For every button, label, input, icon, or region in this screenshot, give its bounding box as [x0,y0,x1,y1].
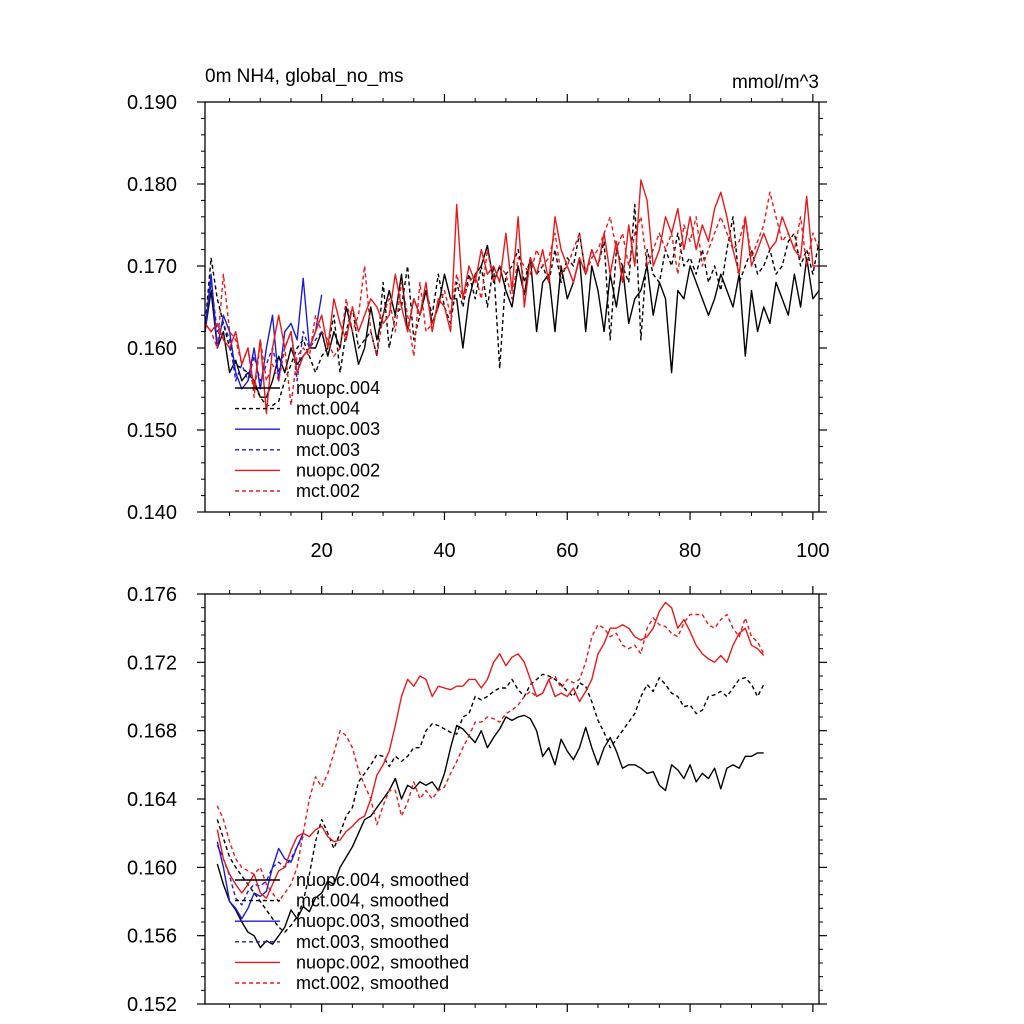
bottom-ytick-label: 0.168 [127,721,177,743]
bottom-series-mct-003-smoothed [216,836,304,906]
bottom-series-mct-004-smoothed [216,673,765,933]
bottom-ytick-label: 0.156 [127,926,177,948]
top-legend-label: mct.003 [296,440,360,460]
bottom-legend-label: nuopc.002, smoothed [296,952,469,972]
bottom-ytick-label: 0.176 [127,584,177,606]
top-ytick-label: 0.180 [127,174,177,196]
top-legend-label: mct.004 [296,399,360,419]
top-plot-frame [204,101,820,513]
top-xtick-label: 80 [679,540,701,562]
top-panel: 0m NH4, global_no_ms mmol/m^3 nuopc.004m… [127,66,830,562]
top-xtick-label: 40 [433,540,455,562]
bottom-series-nuopc-002-smoothed [216,601,765,899]
top-legend-label: mct.002 [296,481,360,501]
bottom-series-nuopc-004-smoothed [216,714,764,949]
top-legend-label: nuopc.003 [296,419,380,439]
top-xtick-label: 20 [311,540,333,562]
bottom-legend-label: mct.004, smoothed [296,891,449,911]
top-xtick-label: 100 [796,540,829,562]
bottom-legend-label: nuopc.004, smoothed [296,870,469,890]
top-ytick-label: 0.160 [127,338,177,360]
top-series-nuopc-002 [204,179,819,415]
top-ytick-label: 0.140 [127,502,177,524]
top-ytick-label: 0.170 [127,256,177,278]
top-ytick-label: 0.150 [127,420,177,442]
top-legend-label: nuopc.002 [296,460,380,480]
bottom-ytick-label: 0.172 [127,652,177,674]
bottom-ytick-label: 0.160 [127,857,177,879]
bottom-ytick-label: 0.152 [127,994,177,1016]
top-legend-label: nuopc.004 [296,378,380,398]
bottom-legend-label: mct.003, smoothed [296,932,449,952]
bottom-legend-label: mct.002, smoothed [296,973,449,993]
top-panel-units: mmol/m^3 [732,72,819,93]
top-panel-title: 0m NH4, global_no_ms [205,66,404,87]
top-xtick-label: 60 [556,540,578,562]
top-series-mct-002 [204,191,820,407]
bottom-legend-label: nuopc.003, smoothed [296,911,469,931]
top-ytick-label: 0.190 [127,92,177,114]
bottom-series-mct-002-smoothed [216,613,765,903]
bottom-ytick-label: 0.164 [127,789,177,811]
